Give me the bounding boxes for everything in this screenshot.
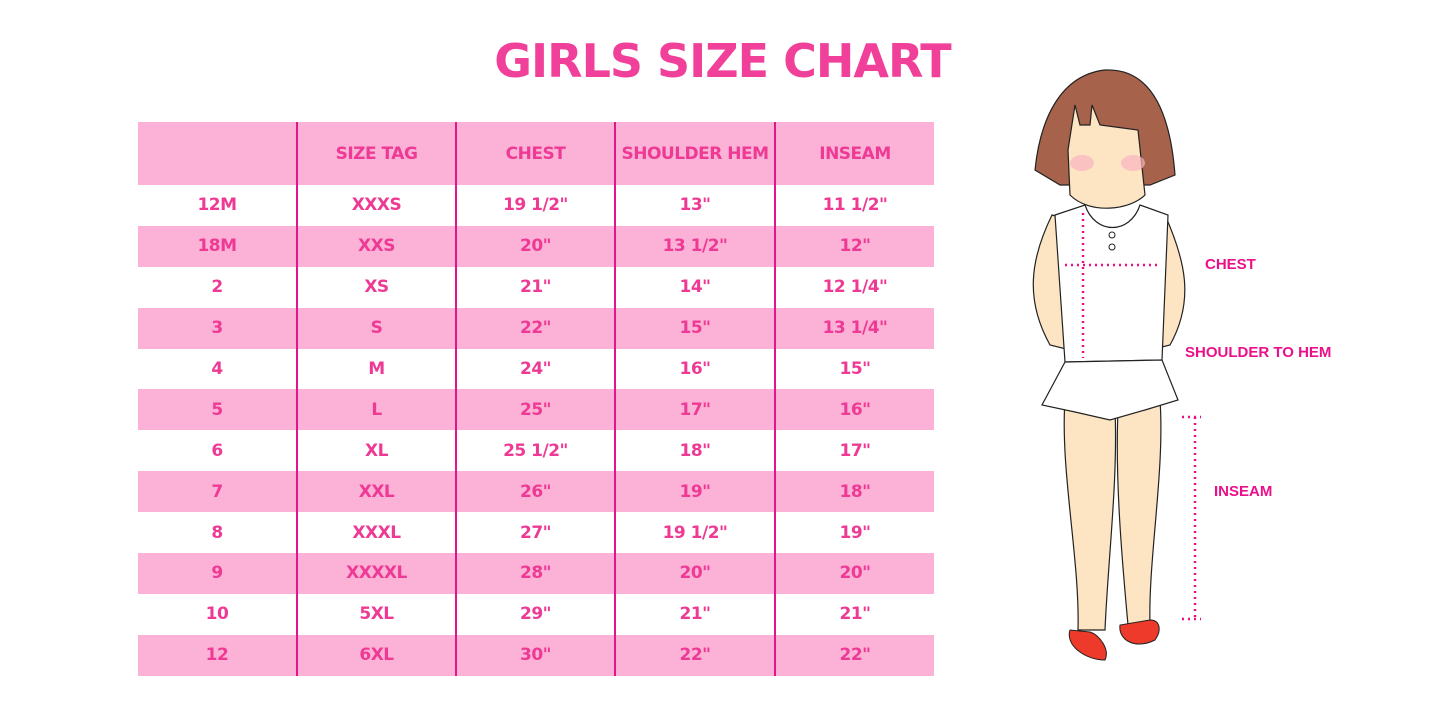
table-cell: XS bbox=[296, 266, 456, 308]
table-cell: 20" bbox=[614, 553, 775, 594]
table-cell: 27" bbox=[455, 512, 615, 554]
table-cell: 3 bbox=[138, 307, 297, 349]
table-cell: 24" bbox=[455, 348, 615, 390]
table-cell: 28" bbox=[455, 553, 615, 594]
skirt bbox=[1041, 359, 1179, 421]
table-cell: M bbox=[296, 348, 456, 390]
chest-label: CHEST bbox=[1205, 256, 1256, 273]
table-row: 6 XL 25 1/2" 18" 17" bbox=[138, 430, 934, 472]
table-cell: L bbox=[296, 389, 456, 431]
size-chart-table: SIZE TAG CHEST SHOULDER HEM INSEAM 12M XX… bbox=[138, 122, 934, 676]
table-cell: 21" bbox=[614, 593, 775, 635]
table-cell: 17" bbox=[614, 389, 775, 431]
table-cell: 22" bbox=[774, 634, 934, 676]
table-cell: 5XL bbox=[296, 593, 456, 635]
header-size-tag: SIZE TAG bbox=[296, 122, 456, 185]
table-cell: 12" bbox=[774, 225, 934, 267]
table-cell: 5 bbox=[138, 389, 297, 431]
table-cell: 15" bbox=[614, 307, 775, 349]
table-row: 18M XXS 20" 13 1/2" 12" bbox=[138, 225, 934, 267]
table-cell: 16" bbox=[774, 389, 934, 431]
header-shoulder-hem: SHOULDER HEM bbox=[614, 122, 775, 185]
page-title: GIRLS SIZE CHART bbox=[494, 34, 951, 88]
table-cell: 2 bbox=[211, 277, 223, 298]
table-cell: 6 bbox=[211, 440, 223, 461]
table-row: 4 M 24" 16" 15" bbox=[138, 348, 934, 390]
header-chest: CHEST bbox=[455, 122, 615, 185]
table-cell: 21" bbox=[774, 593, 934, 635]
shirt bbox=[1054, 204, 1169, 363]
table-cell: 19" bbox=[614, 471, 775, 513]
table-cell: 18" bbox=[774, 471, 934, 513]
table-cell: 17" bbox=[774, 430, 934, 472]
face bbox=[1067, 104, 1146, 209]
table-cell: 25" bbox=[455, 389, 615, 431]
shoes bbox=[1068, 619, 1160, 661]
table-cell: 29" bbox=[455, 593, 615, 635]
table-row: 7 XXL 26" 19" 18" bbox=[138, 471, 934, 513]
table-cell: 13 1/4" bbox=[774, 307, 934, 349]
table-cell: 12M bbox=[197, 195, 237, 216]
table-cell: 13 1/2" bbox=[614, 225, 775, 267]
table-cell: 9 bbox=[138, 553, 297, 594]
table-cell: 21" bbox=[455, 266, 615, 308]
table-row: 8 XXXL 27" 19 1/2" 19" bbox=[138, 512, 934, 554]
table-cell: 18M bbox=[138, 225, 297, 267]
header-cell bbox=[138, 122, 297, 185]
table-cell: 6XL bbox=[296, 634, 456, 676]
table-row: 12 6XL 30" 22" 22" bbox=[138, 634, 934, 676]
shoulder-to-hem-label: SHOULDER TO HEM bbox=[1185, 344, 1332, 361]
table-cell: XXXS bbox=[296, 185, 456, 226]
table-cell: 7 bbox=[138, 471, 297, 513]
table-cell: 19" bbox=[774, 512, 934, 554]
table-cell: 14" bbox=[614, 266, 775, 308]
table-cell: S bbox=[296, 307, 456, 349]
table-cell: 13" bbox=[614, 185, 775, 226]
table-cell: 4 bbox=[211, 359, 223, 379]
table-cell: 19 1/2" bbox=[614, 512, 775, 554]
table-cell: 22" bbox=[614, 634, 775, 676]
table-row: 3 S 22" 15" 13 1/4" bbox=[138, 307, 934, 349]
table-cell: 16" bbox=[614, 348, 775, 390]
table-cell: 18" bbox=[614, 430, 775, 472]
table-cell: 22" bbox=[455, 307, 615, 349]
table-row: 12M XXXS 19 1/2" 13" 11 1/2" bbox=[138, 185, 934, 226]
table-cell: XL bbox=[296, 430, 456, 472]
table-cell: 12 1/4" bbox=[774, 266, 934, 308]
table-cell: 10 bbox=[205, 604, 229, 625]
table-cell: 30" bbox=[455, 634, 615, 676]
header-inseam: INSEAM bbox=[774, 122, 934, 185]
table-cell: XXL bbox=[296, 471, 456, 513]
table-cell: 20" bbox=[774, 553, 934, 594]
table-cell: 20" bbox=[455, 225, 615, 267]
table-cell: 12 bbox=[138, 634, 297, 676]
table-row: 5 L 25" 17" 16" bbox=[138, 389, 934, 431]
table-cell: XXS bbox=[296, 225, 456, 267]
table-cell: 26" bbox=[455, 471, 615, 513]
table-cell: 25 1/2" bbox=[455, 430, 615, 472]
table-cell: 11 1/2" bbox=[774, 185, 934, 226]
table-row: 9 XXXXL 28" 20" 20" bbox=[138, 553, 934, 594]
table-row: 2 XS 21" 14" 12 1/4" bbox=[138, 266, 934, 308]
table-cell: XXXL bbox=[296, 512, 456, 554]
inseam-label: INSEAM bbox=[1214, 483, 1273, 500]
table-cell: 19 1/2" bbox=[455, 185, 615, 226]
table-cell: 15" bbox=[774, 348, 934, 390]
table-header-row: SIZE TAG CHEST SHOULDER HEM INSEAM bbox=[138, 122, 934, 185]
legs bbox=[1063, 399, 1162, 631]
table-row: 10 5XL 29" 21" 21" bbox=[138, 593, 934, 635]
table-cell: XXXXL bbox=[296, 553, 456, 594]
table-cell: 8 bbox=[211, 522, 223, 543]
